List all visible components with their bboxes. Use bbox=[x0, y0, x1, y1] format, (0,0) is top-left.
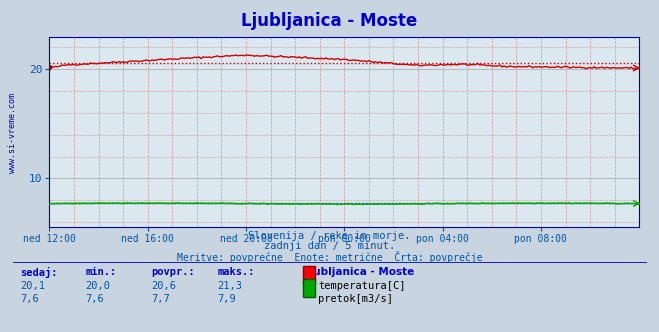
Text: temperatura[C]: temperatura[C] bbox=[318, 281, 406, 290]
Text: pretok[m3/s]: pretok[m3/s] bbox=[318, 294, 393, 304]
Text: 7,6: 7,6 bbox=[20, 294, 38, 304]
Text: min.:: min.: bbox=[86, 267, 117, 277]
Text: Meritve: povprečne  Enote: metrične  Črta: povprečje: Meritve: povprečne Enote: metrične Črta:… bbox=[177, 251, 482, 263]
Text: 7,7: 7,7 bbox=[152, 294, 170, 304]
Text: Ljubljanica - Moste: Ljubljanica - Moste bbox=[241, 12, 418, 30]
Text: 20,1: 20,1 bbox=[20, 281, 45, 290]
Text: Ljubljanica - Moste: Ljubljanica - Moste bbox=[303, 267, 415, 277]
Text: povpr.:: povpr.: bbox=[152, 267, 195, 277]
Text: maks.:: maks.: bbox=[217, 267, 255, 277]
Text: 20,0: 20,0 bbox=[86, 281, 111, 290]
Text: zadnji dan / 5 minut.: zadnji dan / 5 minut. bbox=[264, 241, 395, 251]
Text: www.si-vreme.com: www.si-vreme.com bbox=[8, 93, 17, 173]
Text: 7,9: 7,9 bbox=[217, 294, 236, 304]
Text: 20,6: 20,6 bbox=[152, 281, 177, 290]
Text: 7,6: 7,6 bbox=[86, 294, 104, 304]
Text: Slovenija / reke in morje.: Slovenija / reke in morje. bbox=[248, 231, 411, 241]
Text: sedaj:: sedaj: bbox=[20, 267, 57, 278]
Text: 21,3: 21,3 bbox=[217, 281, 243, 290]
